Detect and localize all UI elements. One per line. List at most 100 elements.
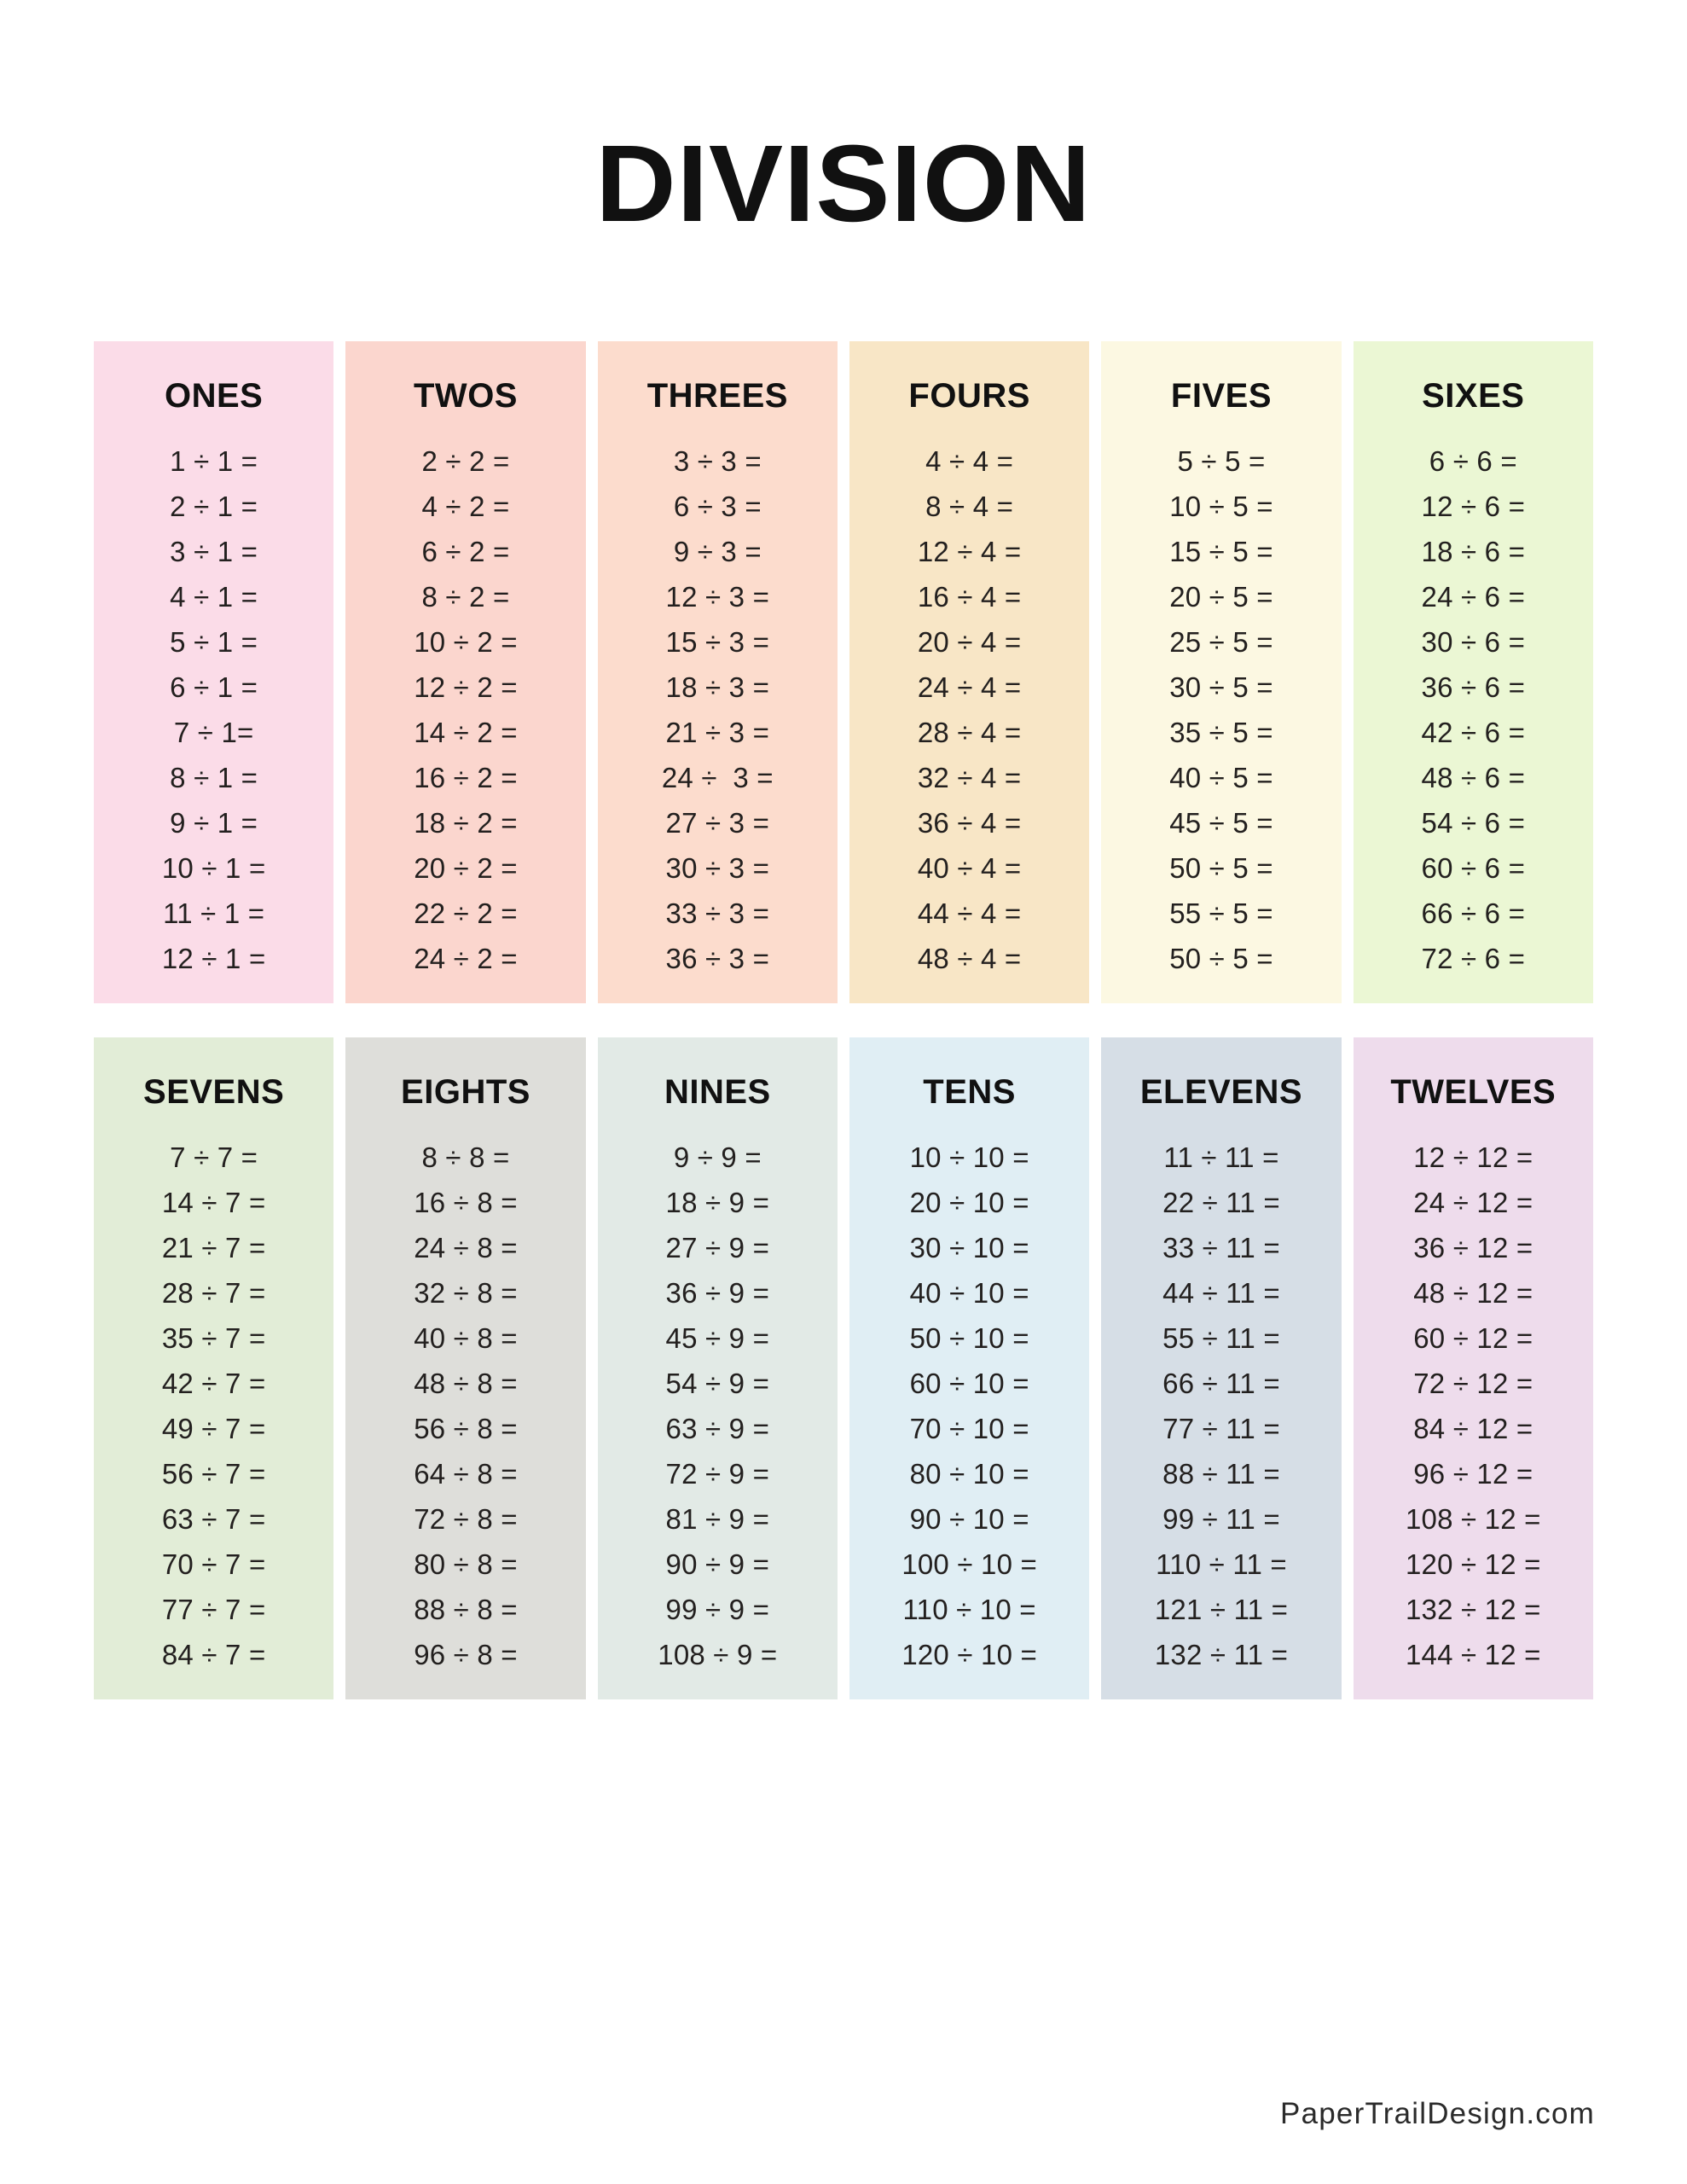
equation-list: 7 ÷ 7 = 14 ÷ 7 = 21 ÷ 7 = 28 ÷ 7 = 35 ÷ 7 = 4…: [94, 1135, 333, 1677]
equation-item: 18 ÷ 3 =: [665, 671, 770, 703]
equation-item: 144 ÷ 12 =: [1405, 1639, 1541, 1670]
table-column-fives: FIVES 5 ÷ 5 = 10 ÷ 5 = 15 ÷ 5 = 20 ÷ 5 = 25 ÷…: [1101, 341, 1342, 1003]
equation-item: 5 ÷ 5 =: [1177, 445, 1266, 477]
equation-item: 2 ÷ 1 =: [170, 491, 258, 522]
table-column-threes: THREES 3 ÷ 3 = 6 ÷ 3 = 9 ÷ 3 = 12 ÷ 3 = 15 ÷ …: [597, 341, 838, 1003]
equation-item: 24 ÷ 4 =: [917, 671, 1022, 703]
equation-item: 27 ÷ 9 =: [665, 1232, 770, 1263]
equation-item: 12 ÷ 3 =: [665, 581, 770, 613]
equation-item: 96 ÷ 8 =: [414, 1639, 518, 1670]
equation-item: 40 ÷ 8 =: [414, 1322, 518, 1354]
site-watermark: PaperTrailDesign.com: [1280, 2097, 1595, 2130]
equation-item: 20 ÷ 5 =: [1169, 581, 1273, 613]
equation-item: 11 ÷ 11 =: [1163, 1141, 1279, 1173]
table-row-bottom: SEVENS 7 ÷ 7 = 14 ÷ 7 = 21 ÷ 7 = 28 ÷ 7 = 35 …: [94, 1037, 1593, 1699]
equation-item: 10 ÷ 10 =: [909, 1141, 1029, 1173]
equation-item: 45 ÷ 5 =: [1169, 807, 1273, 839]
equation-item: 40 ÷ 5 =: [1169, 762, 1273, 793]
equation-list: 9 ÷ 9 = 18 ÷ 9 = 27 ÷ 9 = 36 ÷ 9 = 45 ÷ 9 = 5…: [598, 1135, 838, 1677]
equation-item: 24 ÷ 3 =: [661, 762, 774, 793]
column-header: SEVENS: [143, 1073, 285, 1111]
equation-item: 12 ÷ 2 =: [414, 671, 518, 703]
equation-list: 12 ÷ 12 = 24 ÷ 12 = 36 ÷ 12 = 48 ÷ 12 = 60 ÷…: [1354, 1135, 1593, 1677]
equation-item: 16 ÷ 4 =: [917, 581, 1022, 613]
column-header: SIXES: [1422, 377, 1525, 415]
equation-item: 30 ÷ 5 =: [1169, 671, 1273, 703]
equation-item: 50 ÷ 5 =: [1169, 852, 1273, 884]
equation-item: 81 ÷ 9 =: [665, 1503, 770, 1535]
equation-item: 99 ÷ 11 =: [1162, 1503, 1280, 1535]
equation-item: 48 ÷ 6 =: [1421, 762, 1526, 793]
equation-item: 99 ÷ 9 =: [665, 1594, 770, 1625]
column-header: NINES: [664, 1073, 771, 1111]
equation-item: 60 ÷ 6 =: [1421, 852, 1526, 884]
equation-item: 121 ÷ 11 =: [1154, 1594, 1289, 1625]
equation-item: 11 ÷ 1 =: [163, 897, 265, 929]
equation-item: 48 ÷ 8 =: [414, 1368, 518, 1399]
equation-item: 50 ÷ 10 =: [909, 1322, 1029, 1354]
table-column-twos: TWOS 2 ÷ 2 = 4 ÷ 2 = 6 ÷ 2 = 8 ÷ 2 = 10 ÷ 2 =…: [345, 341, 586, 1003]
equation-item: 3 ÷ 1 =: [170, 536, 258, 567]
equation-item: 9 ÷ 1 =: [170, 807, 258, 839]
equation-item: 12 ÷ 6 =: [1421, 491, 1526, 522]
equation-item: 60 ÷ 12 =: [1413, 1322, 1533, 1354]
equation-item: 4 ÷ 1 =: [170, 581, 258, 613]
equation-item: 1 ÷ 1 =: [170, 445, 258, 477]
equation-item: 36 ÷ 12 =: [1413, 1232, 1533, 1263]
equation-item: 18 ÷ 2 =: [414, 807, 518, 839]
equation-item: 48 ÷ 12 =: [1413, 1277, 1533, 1309]
table-column-ones: ONES 1 ÷ 1 = 2 ÷ 1 = 3 ÷ 1 = 4 ÷ 1 = 5 ÷ 1 = 6…: [94, 341, 334, 1003]
equation-item: 64 ÷ 8 =: [414, 1458, 518, 1490]
column-header: TWELVES: [1390, 1073, 1557, 1111]
equation-item: 32 ÷ 4 =: [917, 762, 1022, 793]
equation-item: 100 ÷ 10 =: [901, 1548, 1037, 1580]
equation-item: 35 ÷ 5 =: [1169, 717, 1273, 748]
equation-item: 96 ÷ 12 =: [1413, 1458, 1533, 1490]
equation-item: 24 ÷ 8 =: [414, 1232, 518, 1263]
table-column-nines: NINES 9 ÷ 9 = 18 ÷ 9 = 27 ÷ 9 = 36 ÷ 9 = 45 ÷…: [597, 1037, 838, 1699]
equation-list: 4 ÷ 4 = 8 ÷ 4 = 12 ÷ 4 = 16 ÷ 4 = 20 ÷ 4 = 24…: [849, 439, 1089, 981]
equation-item: 7 ÷ 7 =: [170, 1141, 258, 1173]
equation-item: 7 ÷ 1=: [173, 717, 254, 748]
equation-item: 88 ÷ 11 =: [1162, 1458, 1280, 1490]
equation-item: 2 ÷ 2 =: [421, 445, 510, 477]
equation-item: 72 ÷ 12 =: [1413, 1368, 1533, 1399]
equation-item: 25 ÷ 5 =: [1169, 626, 1273, 658]
equation-item: 15 ÷ 3 =: [665, 626, 770, 658]
equation-item: 18 ÷ 9 =: [665, 1187, 770, 1218]
equation-item: 24 ÷ 12 =: [1413, 1187, 1533, 1218]
equation-item: 40 ÷ 4 =: [917, 852, 1022, 884]
equation-item: 22 ÷ 2 =: [414, 897, 518, 929]
equation-item: 55 ÷ 11 =: [1162, 1322, 1280, 1354]
equation-item: 44 ÷ 11 =: [1162, 1277, 1280, 1309]
column-header: FOURS: [908, 377, 1030, 415]
equation-item: 10 ÷ 2 =: [414, 626, 518, 658]
equation-item: 110 ÷ 11 =: [1156, 1548, 1287, 1580]
equation-item: 16 ÷ 2 =: [414, 762, 518, 793]
column-header: FIVES: [1170, 377, 1272, 415]
equation-item: 33 ÷ 11 =: [1162, 1232, 1280, 1263]
equation-item: 70 ÷ 7 =: [161, 1548, 266, 1580]
equation-item: 42 ÷ 6 =: [1421, 717, 1526, 748]
table-column-fours: FOURS 4 ÷ 4 = 8 ÷ 4 = 12 ÷ 4 = 16 ÷ 4 = 20 ÷ …: [849, 341, 1090, 1003]
table-column-sevens: SEVENS 7 ÷ 7 = 14 ÷ 7 = 21 ÷ 7 = 28 ÷ 7 = 35 …: [94, 1037, 334, 1699]
equation-item: 49 ÷ 7 =: [161, 1413, 266, 1444]
equation-item: 9 ÷ 3 =: [673, 536, 762, 567]
equation-list: 5 ÷ 5 = 10 ÷ 5 = 15 ÷ 5 = 20 ÷ 5 = 25 ÷ 5 = 3…: [1101, 439, 1341, 981]
table-row-top: ONES 1 ÷ 1 = 2 ÷ 1 = 3 ÷ 1 = 4 ÷ 1 = 5 ÷ 1 = 6…: [94, 341, 1593, 1003]
equation-item: 60 ÷ 10 =: [909, 1368, 1029, 1399]
equation-item: 14 ÷ 2 =: [414, 717, 518, 748]
division-tables-sheet: ONES 1 ÷ 1 = 2 ÷ 1 = 3 ÷ 1 = 4 ÷ 1 = 5 ÷ 1 = 6…: [94, 341, 1593, 1699]
equation-item: 33 ÷ 3 =: [665, 897, 770, 929]
equation-item: 4 ÷ 2 =: [421, 491, 510, 522]
equation-item: 30 ÷ 3 =: [665, 852, 770, 884]
equation-item: 36 ÷ 3 =: [665, 943, 770, 974]
equation-item: 84 ÷ 12 =: [1413, 1413, 1533, 1444]
equation-item: 56 ÷ 7 =: [161, 1458, 266, 1490]
equation-item: 15 ÷ 5 =: [1169, 536, 1273, 567]
equation-item: 22 ÷ 11 =: [1162, 1187, 1280, 1218]
equation-item: 8 ÷ 4 =: [925, 491, 1014, 522]
equation-list: 6 ÷ 6 = 12 ÷ 6 = 18 ÷ 6 = 24 ÷ 6 = 30 ÷ 6 = 3…: [1354, 439, 1593, 981]
equation-item: 10 ÷ 5 =: [1169, 491, 1273, 522]
equation-item: 56 ÷ 8 =: [414, 1413, 518, 1444]
